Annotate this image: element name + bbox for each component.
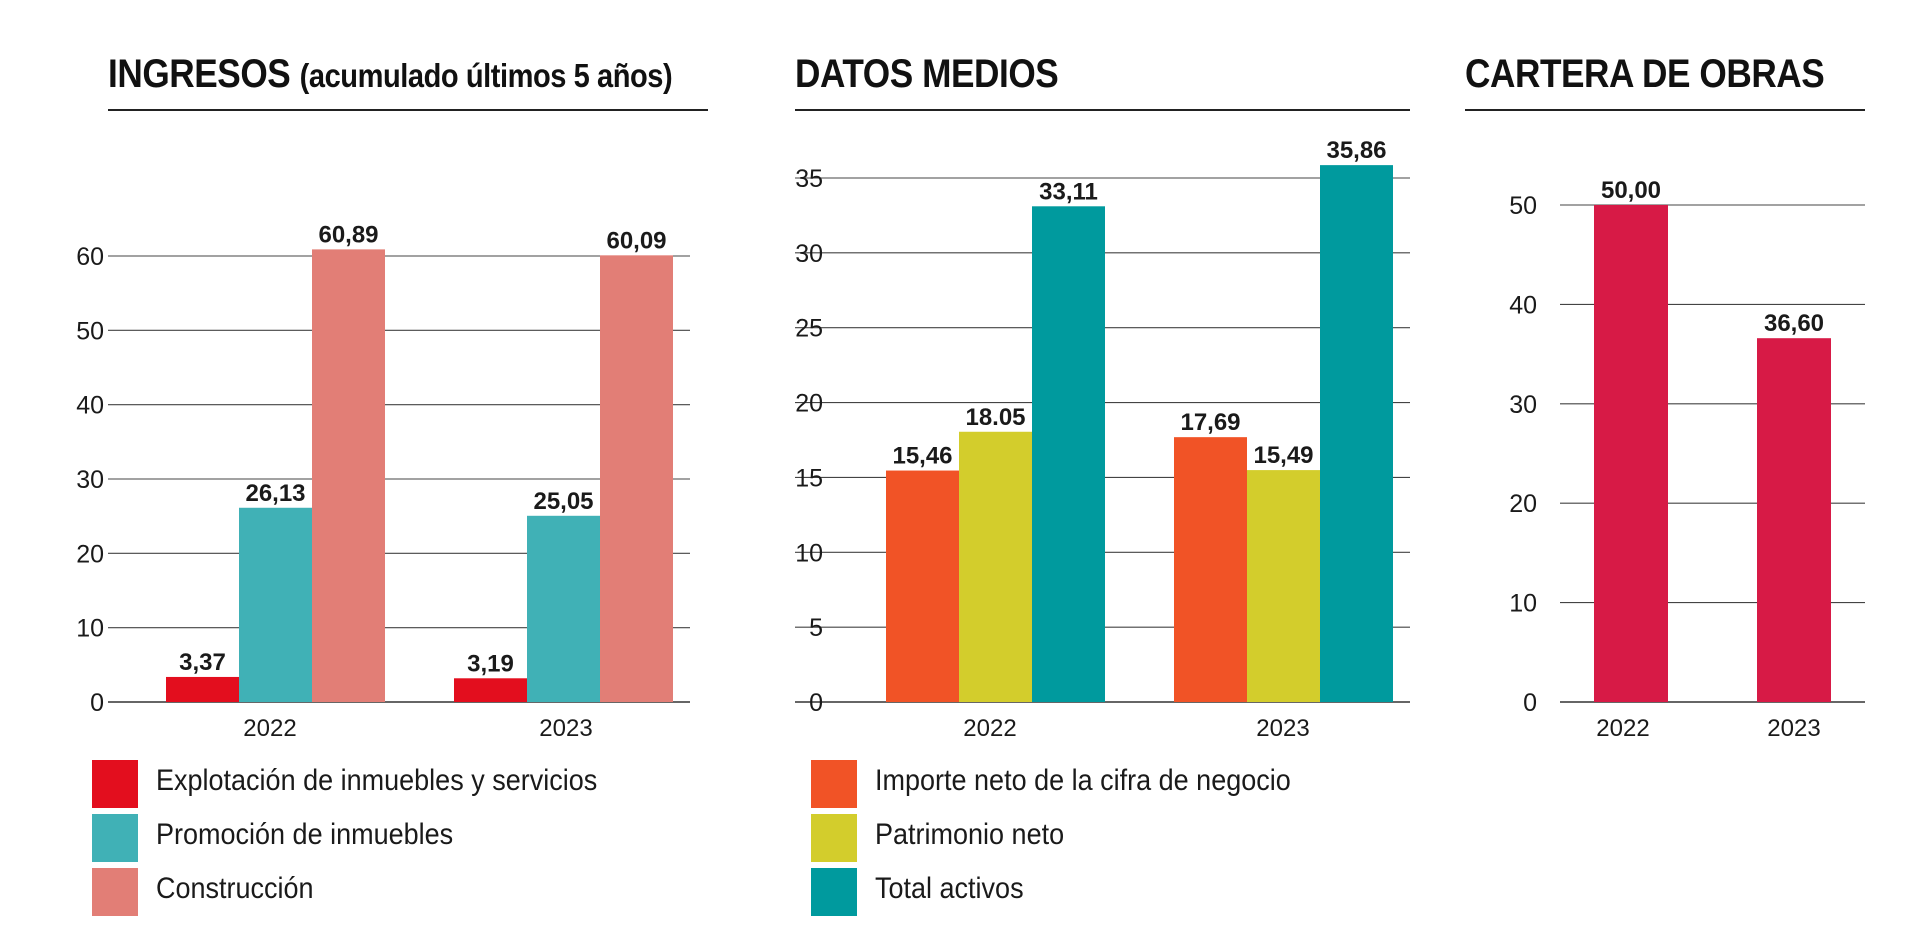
legend-label-importe: Importe neto de la cifra de negocio [875, 764, 1291, 797]
datos-medios-panel: DATOS MEDIOS Importe neto de la cifra de… [795, 0, 1410, 952]
datos-medios-title-rule [795, 109, 1410, 111]
ingresos-y-tick-label: 0 [90, 689, 104, 717]
cartera-title-main: CARTERA DE OBRAS [1465, 52, 1825, 96]
ingresos-title: INGRESOS (acumulado últimos 5 años) [108, 52, 673, 97]
cartera-bar [1757, 338, 1831, 702]
cartera-y-tick-label: 20 [1509, 490, 1537, 518]
legend-swatch-promocion [92, 814, 138, 862]
datos-medios-y-tick-label: 30 [795, 240, 823, 268]
cartera-title: CARTERA DE OBRAS [1465, 52, 1825, 97]
cartera-y-tick-label: 30 [1509, 391, 1537, 419]
datos-medios-data-label: 15,49 [1253, 442, 1313, 469]
datos-medios-bar [1247, 470, 1320, 702]
datos-medios-y-tick-label: 35 [795, 165, 823, 193]
cartera-x-category-label: 2023 [1767, 715, 1820, 742]
ingresos-y-tick-label: 30 [76, 466, 104, 494]
datos-medios-data-label: 15,46 [892, 443, 952, 470]
legend-swatch-activos [811, 868, 857, 916]
ingresos-y-tick-label: 50 [76, 317, 104, 345]
ingresos-x-category-label: 2023 [539, 715, 592, 742]
datos-medios-title: DATOS MEDIOS [795, 52, 1059, 97]
legend-swatch-construccion [92, 868, 138, 916]
ingresos-data-label: 60,89 [318, 221, 378, 248]
cartera-data-label: 50,00 [1601, 177, 1661, 204]
ingresos-x-category-label: 2022 [243, 715, 296, 742]
datos-medios-y-tick-label: 10 [795, 539, 823, 567]
datos-medios-y-tick-label: 0 [809, 689, 823, 717]
datos-medios-bar [1174, 437, 1247, 702]
datos-medios-bar [886, 470, 959, 702]
cartera-y-tick-label: 10 [1509, 590, 1537, 618]
cartera-y-tick-label: 0 [1523, 689, 1537, 717]
datos-medios-y-tick-label: 5 [809, 614, 823, 642]
ingresos-data-label: 25,05 [533, 488, 593, 515]
legend-label-promocion: Promoción de inmuebles [156, 818, 454, 851]
legend-label-explotacion: Explotación de inmuebles y servicios [156, 764, 598, 797]
cartera-y-tick-label: 50 [1509, 192, 1537, 220]
datos-medios-title-main: DATOS MEDIOS [795, 52, 1059, 96]
datos-medios-bar [959, 431, 1032, 702]
legend-swatch-explotacion [92, 760, 138, 808]
datos-medios-data-label: 17,69 [1180, 409, 1240, 436]
ingresos-bar [600, 255, 673, 702]
ingresos-y-tick-label: 10 [76, 615, 104, 643]
ingresos-bar [166, 676, 239, 702]
ingresos-data-label: 3,37 [179, 649, 226, 676]
datos-medios-x-category-label: 2022 [963, 715, 1016, 742]
legend-label-patrimonio: Patrimonio neto [875, 818, 1065, 851]
legend-swatch-importe [811, 760, 857, 808]
datos-medios-y-tick-label: 15 [795, 464, 823, 492]
cartera-panel: CARTERA DE OBRAS [1465, 0, 1865, 952]
datos-medios-x-category-label: 2023 [1256, 715, 1309, 742]
cartera-y-tick-label: 40 [1509, 291, 1537, 319]
ingresos-data-label: 60,09 [606, 227, 666, 254]
ingresos-y-tick-label: 60 [76, 243, 104, 271]
ingresos-title-rule [108, 109, 708, 111]
cartera-x-category-label: 2022 [1596, 715, 1649, 742]
legend-label-activos: Total activos [875, 872, 1024, 905]
ingresos-title-subtitle: (acumulado últimos 5 años) [299, 57, 673, 94]
legend-swatch-patrimonio [811, 814, 857, 862]
datos-medios-bar [1320, 165, 1393, 702]
ingresos-bar [454, 678, 527, 702]
datos-medios-y-tick-label: 20 [795, 390, 823, 418]
legend-label-construccion: Construcción [156, 872, 314, 905]
datos-medios-data-label: 33,11 [1039, 178, 1098, 205]
ingresos-bar [239, 507, 312, 702]
ingresos-panel: INGRESOS (acumulado últimos 5 años) Expl… [92, 0, 708, 952]
ingresos-bar [527, 515, 600, 702]
ingresos-data-label: 26,13 [245, 480, 305, 507]
ingresos-y-tick-label: 40 [76, 392, 104, 420]
cartera-bar [1594, 205, 1668, 702]
ingresos-bar [312, 249, 385, 702]
datos-medios-bar [1032, 206, 1105, 702]
datos-medios-data-label: 35,86 [1326, 137, 1386, 164]
cartera-title-rule [1465, 109, 1865, 111]
cartera-data-label: 36,60 [1764, 310, 1824, 337]
ingresos-data-label: 3,19 [467, 650, 514, 677]
datos-medios-y-tick-label: 25 [795, 315, 823, 343]
datos-medios-data-label: 18.05 [965, 404, 1025, 431]
ingresos-title-main: INGRESOS [108, 52, 291, 96]
ingresos-y-tick-label: 20 [76, 540, 104, 568]
